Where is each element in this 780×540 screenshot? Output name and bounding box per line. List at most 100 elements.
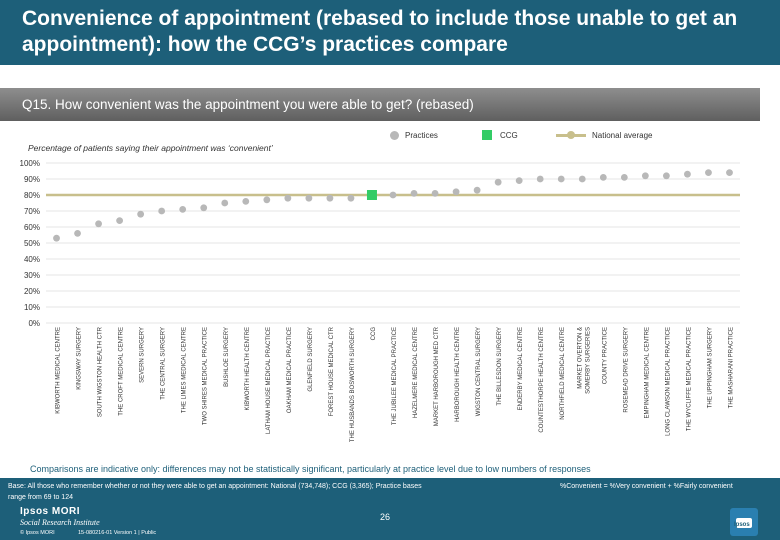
svg-text:THE MASHARANI PRACTICE: THE MASHARANI PRACTICE: [728, 327, 734, 408]
practice-point: [347, 194, 355, 202]
ccg-square-icon: [482, 130, 492, 140]
svg-text:COUNTY PRACTICE: COUNTY PRACTICE: [602, 327, 608, 384]
svg-text:SOUTH WIGSTON HEALTH CTR: SOUTH WIGSTON HEALTH CTR: [98, 326, 104, 417]
x-tick-label: WIGSTON CENTRAL SURGERY: [476, 327, 482, 416]
x-tick-label: THE BILLESDON SURGERY: [497, 327, 503, 406]
x-tick-label: SOUTH WIGSTON HEALTH CTR: [98, 326, 104, 417]
svg-text:EMPINGHAM MEDICAL CENTRE: EMPINGHAM MEDICAL CENTRE: [644, 327, 650, 418]
y-tick-label: 10%: [24, 303, 40, 312]
practice-point: [74, 230, 81, 237]
svg-text:MARKET OVERTON &: MARKET OVERTON &: [577, 327, 583, 389]
practice-point: [263, 196, 271, 204]
legend-national-label: National average: [592, 130, 653, 140]
svg-text:THE WYCLIFFE MEDICAL PRACTICE: THE WYCLIFFE MEDICAL PRACTICE: [686, 327, 692, 431]
y-tick-label: 20%: [24, 287, 40, 296]
practice-point: [284, 194, 292, 202]
svg-text:THE LIMES MEDICAL CENTRE: THE LIMES MEDICAL CENTRE: [182, 327, 188, 413]
legend-practices: Practices: [390, 128, 438, 142]
practice-point: [137, 210, 145, 218]
practice-point: [536, 175, 544, 183]
x-tick-label: OAKHAM MEDICAL PRACTICE: [287, 327, 293, 413]
base-text: Base: All those who remember whether or …: [8, 483, 422, 501]
practice-point: [705, 169, 712, 177]
svg-text:NORTHFIELD MEDICAL CENTRE: NORTHFIELD MEDICAL CENTRE: [560, 327, 566, 420]
svg-text:KIBWORTH HEALTH CENTRE: KIBWORTH HEALTH CENTRE: [245, 327, 251, 410]
y-tick-label: 40%: [24, 255, 40, 264]
x-tick-label: COUNTESTHORPE HEALTH CENTRE: [539, 327, 545, 433]
practice-point: [53, 234, 60, 242]
comparison-note: Comparisons are indicative only: differe…: [30, 464, 591, 474]
svg-text:LONG CLAWSON MEDICAL PRACTICE: LONG CLAWSON MEDICAL PRACTICE: [665, 327, 671, 436]
practice-point: [557, 175, 565, 183]
x-tick-label: KIBWORTH MEDICAL CENTRE: [56, 327, 62, 414]
practice-point: [662, 172, 670, 180]
legend-national: National average: [556, 128, 652, 142]
x-tick-label: GLENFIELD SURGERY: [308, 327, 314, 392]
x-tick-label: ENDERBY MEDICAL CENTRE: [518, 327, 524, 410]
practice-point: [305, 194, 313, 202]
question-bar: [0, 88, 760, 121]
x-tick-label: MARKET OVERTON & SOMERBY SURGERIES: [577, 327, 591, 394]
svg-text:ROSEMEAD DRIVE SURGERY: ROSEMEAD DRIVE SURGERY: [623, 327, 629, 413]
practice-point: [389, 191, 397, 199]
practice-point: [242, 198, 250, 205]
practice-dot-icon: [390, 130, 399, 140]
svg-text:WIGSTON CENTRAL SURGERY: WIGSTON CENTRAL SURGERY: [476, 327, 482, 416]
svg-text:THE CENTRAL SURGERY: THE CENTRAL SURGERY: [161, 327, 167, 400]
practice-point: [200, 204, 208, 212]
footer-bar: [0, 478, 780, 540]
svg-text:SOMERBY SURGERIES: SOMERBY SURGERIES: [585, 327, 591, 394]
x-tick-label: LATHAM HOUSE MEDICAL PRACTICE: [266, 327, 272, 434]
practice-point: [620, 174, 628, 181]
y-tick-label: 50%: [24, 239, 40, 248]
legend-ccg-label: CCG: [500, 130, 518, 140]
y-tick-label: 90%: [24, 175, 40, 184]
x-tick-label: KINGSWAY SURGERY: [77, 327, 83, 390]
x-tick-label: COUNTY PRACTICE: [602, 327, 608, 384]
x-tick-label: THE CROFT MEDICAL CENTRE: [119, 327, 125, 416]
x-tick-label: MARKET HARBOROUGH MED CTR: [434, 326, 440, 426]
svg-text:KINGSWAY SURGERY: KINGSWAY SURGERY: [77, 327, 83, 390]
practice-point: [452, 188, 460, 196]
chart-title: Percentage of patients saying their appo…: [28, 143, 273, 153]
practice-point: [158, 207, 166, 215]
x-tick-label: EMPINGHAM MEDICAL CENTRE: [644, 327, 650, 418]
practice-point: [179, 206, 187, 213]
ipsos-badge: Ipsos: [734, 522, 750, 528]
svg-text:GLENFIELD SURGERY: GLENFIELD SURGERY: [308, 327, 314, 392]
version-text: 15-080216-01 Version 1 | Public: [78, 530, 157, 536]
y-tick-label: 80%: [24, 191, 40, 200]
ipsos-logo-icon: [730, 508, 758, 536]
x-tick-label: THE JUBILEE MEDICAL PRACTICE: [392, 327, 398, 425]
x-tick-label: CCG: [371, 327, 377, 341]
svg-text:BUSHLOE SURGERY: BUSHLOE SURGERY: [224, 327, 230, 387]
practice-point: [410, 190, 418, 197]
y-tick-label: 70%: [24, 207, 40, 216]
svg-text:THE CROFT MEDICAL CENTRE: THE CROFT MEDICAL CENTRE: [119, 327, 125, 416]
practice-point: [684, 170, 691, 178]
svg-text:HAZELMERE MEDICAL CENTRE: HAZELMERE MEDICAL CENTRE: [413, 327, 419, 418]
svg-text:KIBWORTH MEDICAL CENTRE: KIBWORTH MEDICAL CENTRE: [56, 327, 62, 414]
x-tick-label: FOREST HOUSE MEDICAL CTR: [329, 326, 335, 416]
practice-point: [726, 169, 733, 177]
x-tick-label: HAZELMERE MEDICAL CENTRE: [413, 327, 419, 418]
practice-point: [599, 174, 607, 181]
svg-text:THE JUBILEE MEDICAL PRACTICE: THE JUBILEE MEDICAL PRACTICE: [392, 327, 398, 425]
svg-text:MARKET HARBOROUGH MED CTR: MARKET HARBOROUGH MED CTR: [434, 326, 440, 426]
x-tick-label: THE CENTRAL SURGERY: [161, 327, 167, 400]
practice-point: [515, 177, 523, 185]
y-tick-label: 60%: [24, 223, 40, 232]
practice-point: [578, 175, 586, 183]
legend-ccg: CCG: [482, 128, 518, 142]
x-tick-label: LONG CLAWSON MEDICAL PRACTICE: [665, 327, 671, 436]
x-tick-label: THE LIMES MEDICAL CENTRE: [182, 327, 188, 413]
svg-text:COUNTESTHORPE HEALTH CENTRE: COUNTESTHORPE HEALTH CENTRE: [539, 327, 545, 433]
practice-point: [221, 199, 229, 207]
svg-text:THE UPPINGHAM SURGERY: THE UPPINGHAM SURGERY: [707, 327, 713, 408]
x-tick-label: SEVERN SURGERY: [140, 327, 146, 383]
x-tick-label: BUSHLOE SURGERY: [224, 327, 230, 387]
practice-point: [95, 220, 102, 228]
chart-svg: 0% 10% 20% 30% 40% 50% 60% 70% 80% 90% 100% KIBWOR…: [20, 159, 740, 442]
legend-practices-label: Practices: [405, 130, 438, 140]
logo-sri: Social Research Institute: [20, 518, 100, 527]
